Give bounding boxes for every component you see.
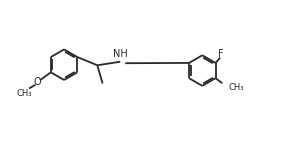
Text: CH₃: CH₃: [16, 89, 32, 98]
Text: O: O: [34, 77, 41, 87]
Text: F: F: [218, 49, 224, 59]
Text: NH: NH: [113, 49, 128, 59]
Text: CH₃: CH₃: [228, 82, 244, 92]
